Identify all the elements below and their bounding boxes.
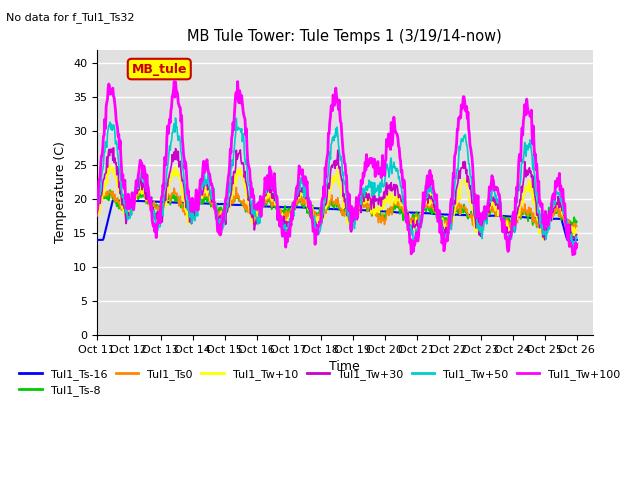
Text: MB_tule: MB_tule bbox=[131, 62, 187, 75]
X-axis label: Time: Time bbox=[330, 360, 360, 373]
Title: MB Tule Tower: Tule Temps 1 (3/19/14-now): MB Tule Tower: Tule Temps 1 (3/19/14-now… bbox=[188, 29, 502, 44]
Legend: Tul1_Ts-16, Tul1_Ts-8, Tul1_Ts0, Tul1_Tw+10, Tul1_Tw+30, Tul1_Tw+50, Tul1_Tw+100: Tul1_Ts-16, Tul1_Ts-8, Tul1_Ts0, Tul1_Tw… bbox=[15, 364, 625, 401]
Text: No data for f_Tul1_Ts32: No data for f_Tul1_Ts32 bbox=[6, 12, 135, 23]
Y-axis label: Temperature (C): Temperature (C) bbox=[54, 142, 67, 243]
